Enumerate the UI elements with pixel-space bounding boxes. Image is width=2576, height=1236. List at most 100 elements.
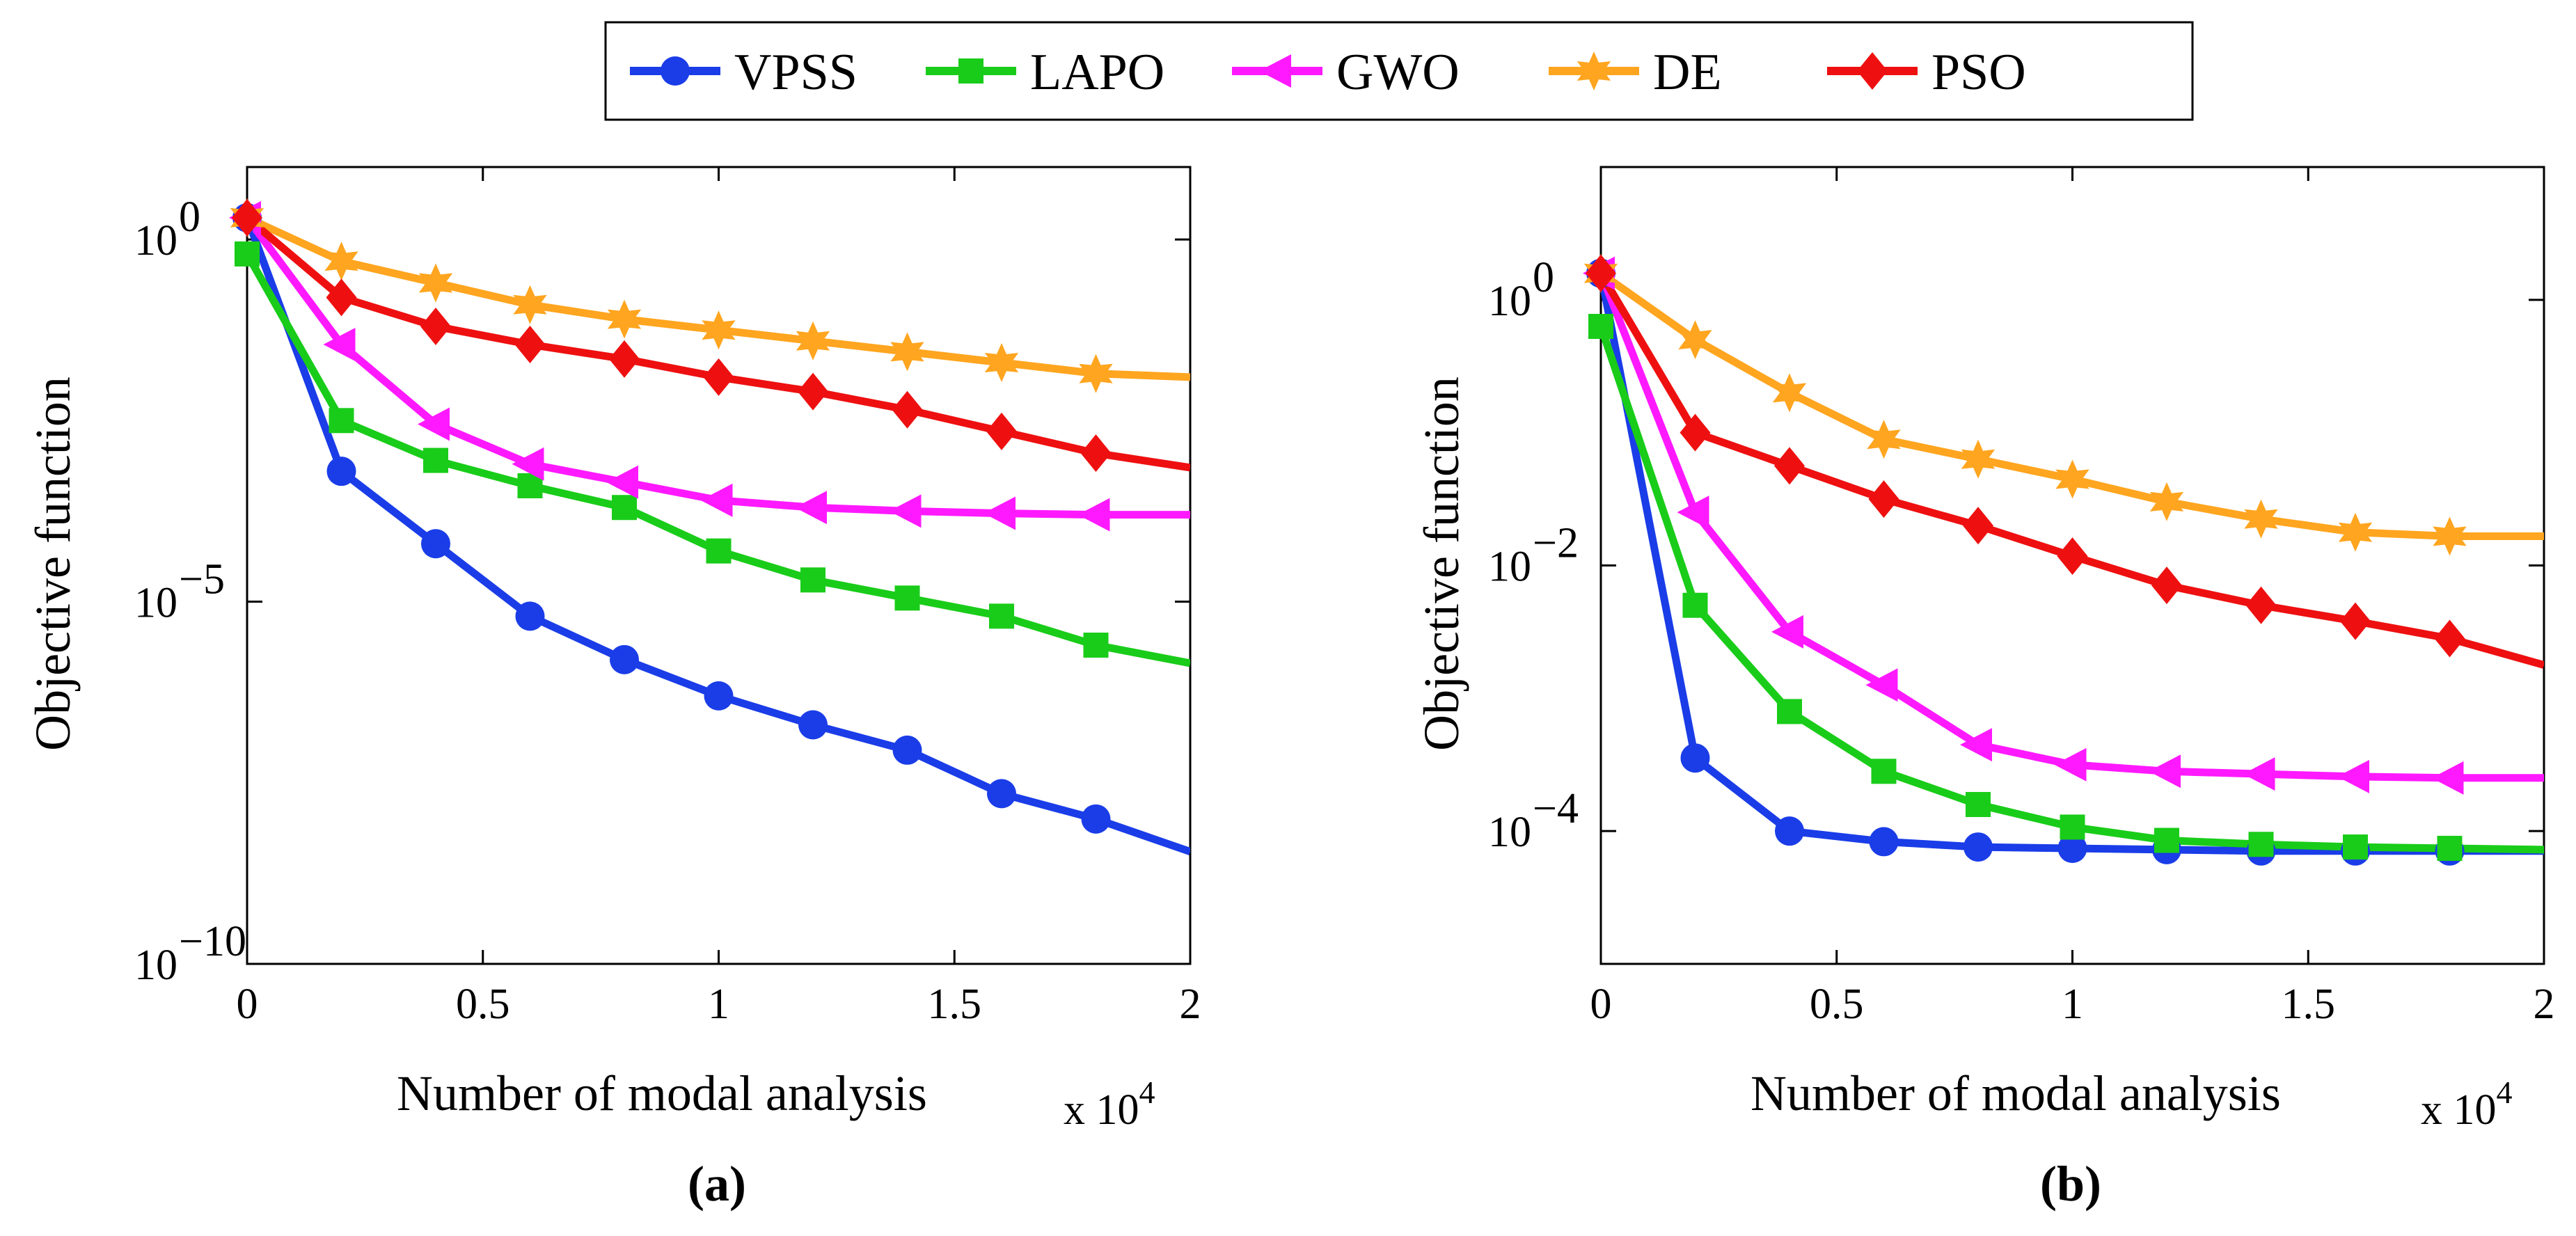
- panel-a-point-pso: [1080, 434, 1112, 473]
- panel-a-point-de: [890, 332, 924, 372]
- legend-marker-de: [1577, 52, 1611, 90]
- panel-b-point-lapo: [2154, 827, 2179, 853]
- panel-b-point-lapo: [2437, 835, 2463, 861]
- panel-a-xtick-label: 1.5: [928, 981, 982, 1028]
- panel-a-point-lapo: [706, 538, 732, 564]
- panel-b-point-gwo: [2337, 759, 2369, 793]
- legend-item-lapo: LAPO: [926, 44, 1164, 101]
- panel-b-point-pso: [2057, 537, 2088, 576]
- panel-a-point-pso: [514, 326, 546, 364]
- panel-a-point-gwo: [323, 328, 356, 362]
- panel-a-point-vpss: [798, 710, 828, 740]
- panel-b-point-pso: [1963, 507, 1993, 545]
- panel-b-title: (b): [2040, 1156, 2101, 1212]
- panel-b-point-de: [2338, 512, 2373, 552]
- panel-b-point-vpss: [1869, 827, 1899, 857]
- panel-b-point-pso: [1868, 480, 1899, 518]
- panel-b-line-gwo: [1601, 271, 2544, 782]
- panel-b-xtick-label: 2: [2534, 981, 2555, 1028]
- panel-b-ytick-label: 10: [1488, 278, 1531, 325]
- panel-b-xlabel: Number of modal analysis: [1751, 1065, 2281, 1121]
- panel-a-point-lapo: [235, 241, 260, 267]
- panel-a-point-gwo: [889, 494, 922, 528]
- panel-b-point-pso: [2434, 619, 2465, 658]
- panel-b-xtick-label: 0: [1590, 981, 1612, 1028]
- legend-marker-gwo: [1259, 54, 1291, 88]
- panel-a-point-vpss: [326, 457, 356, 486]
- panel-a-point-lapo: [800, 567, 825, 593]
- panel-a-ytick-label: 10: [134, 217, 177, 264]
- panel-a-xtick-label: 0: [237, 981, 258, 1028]
- panel-a-point-pso: [232, 198, 262, 237]
- panel-b-point-lapo: [1777, 699, 1802, 724]
- panel-b-point-lapo: [2343, 834, 2368, 860]
- panel-b-point-pso: [2245, 586, 2277, 624]
- panel-b-x-multiplier: x 104: [2421, 1075, 2513, 1134]
- legend-marker-vpss: [661, 56, 690, 86]
- panel-b-point-lapo: [1871, 759, 1897, 784]
- legend-item-de: DE: [1549, 44, 1722, 101]
- panel-b-point-vpss: [1680, 743, 1710, 773]
- panel-b-point-gwo: [1677, 496, 1709, 530]
- legend: VPSS LAPO GWO DE PSO: [604, 21, 2194, 121]
- panel-b-point-de: [2244, 499, 2278, 539]
- legend-label-vpss: VPSS: [734, 44, 858, 101]
- panel-b-ytick-label: 10: [1488, 809, 1531, 856]
- panel-b-point-gwo: [2149, 754, 2181, 789]
- panel-b-point-gwo: [2431, 761, 2464, 795]
- panel-b-point-gwo: [2054, 747, 2087, 782]
- panel-a-point-vpss: [987, 779, 1016, 809]
- panel-a-ytick-exp: −10: [179, 918, 246, 965]
- panel-a-point-de: [984, 343, 1019, 382]
- panel-a-point-pso: [326, 278, 357, 317]
- panel-a-point-de: [418, 263, 453, 303]
- panel-b-ylabel: Objective function: [1414, 377, 1469, 751]
- panel-b-point-vpss: [1963, 832, 1993, 862]
- panel-b-point-pso: [2340, 602, 2371, 640]
- panel-a-point-gwo: [983, 496, 1016, 530]
- panel-b-point-lapo: [1682, 592, 1708, 618]
- legend-label-lapo: LAPO: [1030, 44, 1164, 101]
- panel-a-point-gwo: [1077, 498, 1110, 532]
- panel-b-ytick-exp: 0: [1533, 254, 1554, 301]
- panel-b-ytick-exp: −4: [1533, 785, 1579, 832]
- panel-b-point-vpss: [2057, 833, 2087, 863]
- panel-b-point-lapo: [2060, 814, 2085, 840]
- panel-a-point-pso: [986, 412, 1017, 450]
- panel-a-xtick-label: 2: [1180, 981, 1201, 1028]
- panel-b-xtick-label: 1.5: [2282, 981, 2336, 1028]
- panel-a-ytick-exp: 0: [179, 193, 200, 241]
- panel-a-axes: [246, 166, 1192, 965]
- panel-a-xtick-label: 0.5: [456, 981, 510, 1028]
- panel-a-point-lapo: [1083, 633, 1109, 658]
- panel-a-xtick-label: 1: [708, 981, 729, 1028]
- legend-box: [604, 21, 2194, 121]
- panel-b-xtick-label: 0.5: [1810, 981, 1864, 1028]
- panel-a-title: (a): [688, 1156, 746, 1212]
- panel-a-point-vpss: [421, 529, 450, 559]
- panel-a-point-gwo: [700, 483, 733, 517]
- panel-b-point-pso: [1586, 254, 1616, 292]
- panel-a-point-de: [702, 310, 736, 350]
- panel-b-point-pso: [2151, 566, 2182, 605]
- panel-a-point-de: [1079, 354, 1113, 393]
- panel-b-point-pso: [1774, 447, 1805, 485]
- panel-b-point-de: [2433, 516, 2467, 556]
- panel-b-point-de: [2055, 459, 2089, 499]
- panel-b-point-de: [1867, 420, 1901, 459]
- panel-b-point-lapo: [1966, 792, 1991, 817]
- panel-a-point-lapo: [423, 447, 448, 473]
- panel-b-point-de: [1772, 373, 1807, 413]
- panel-a-point-de: [324, 241, 358, 281]
- legend-label-gwo: GWO: [1336, 44, 1460, 101]
- panel-a-point-vpss: [610, 644, 639, 674]
- panel-b-point-de: [2149, 482, 2184, 521]
- legend-marker-pso: [1857, 52, 1888, 90]
- panel-b-point-vpss: [1775, 816, 1804, 846]
- panel-a-ylabel: Objective function: [25, 377, 81, 751]
- panel-b-point-gwo: [2243, 757, 2275, 791]
- panel-a-line-de: [247, 214, 1190, 381]
- panel-a-x-multiplier: x 104: [1064, 1075, 1155, 1134]
